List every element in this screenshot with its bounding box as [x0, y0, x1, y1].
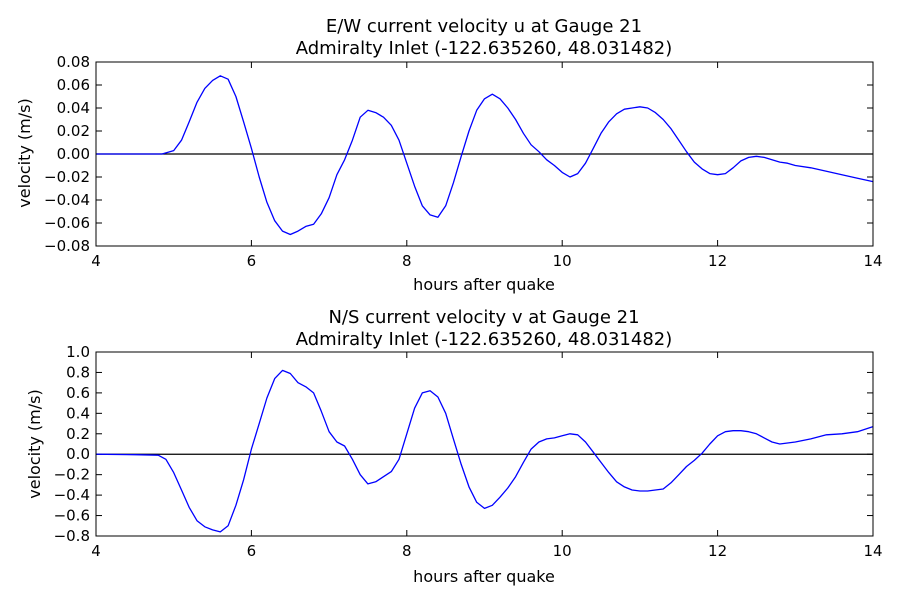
y-tick-label: −0.06	[44, 214, 90, 232]
x-tick-label: 4	[91, 542, 101, 560]
y-tick-label: −0.08	[44, 237, 90, 255]
y-axis-ticks: −0.8 −0.6 −0.4 −0.2 0.0 0.2 0.4 0.6 0.8 1.0	[54, 343, 873, 545]
series-line-v	[95, 369, 874, 533]
x-tick-label: 6	[247, 252, 257, 270]
y-tick-label: −0.2	[54, 466, 90, 484]
y-tick-label: −0.6	[54, 507, 90, 525]
plot-frame	[95, 351, 874, 537]
x-tick-label: 8	[402, 542, 412, 560]
x-tick-label: 6	[247, 542, 257, 560]
x-tick-label: 4	[91, 252, 101, 270]
x-tick-label: 10	[553, 542, 572, 560]
x-axis-label: hours after quake	[413, 567, 555, 586]
x-tick-label: 12	[708, 542, 727, 560]
chart-title-line1: N/S current velocity v at Gauge 21	[328, 307, 639, 328]
y-tick-label: −0.04	[44, 191, 90, 209]
subplot-u: E/W current velocity u at Gauge 21 Admir…	[15, 16, 883, 294]
y-tick-label: 0.02	[57, 122, 90, 140]
y-axis-ticks: −0.08 −0.06 −0.04 −0.02 0.00 0.02 0.04 0.06 0.08	[44, 53, 873, 255]
y-tick-label: 0.6	[66, 384, 90, 402]
x-tick-label: 10	[553, 252, 572, 270]
chart-title-line2: Admiralty Inlet (-122.635260, 48.031482)	[296, 329, 673, 350]
y-tick-label: 0.2	[66, 425, 90, 443]
y-tick-label: 0.4	[66, 404, 90, 422]
x-axis-label: hours after quake	[413, 275, 555, 294]
series-line-u	[96, 75, 874, 236]
x-tick-label: 14	[863, 542, 882, 560]
y-tick-label: 0.8	[66, 363, 90, 381]
y-tick-label: 0.08	[57, 53, 90, 71]
y-axis-label: velocity (m/s)	[15, 98, 34, 207]
y-tick-label: 0.04	[57, 99, 90, 117]
y-tick-label: 0.0	[66, 445, 90, 463]
y-tick-label: 1.0	[66, 343, 90, 361]
y-tick-label: 0.06	[57, 76, 90, 94]
x-tick-label: 12	[708, 252, 727, 270]
chart-title-line1: E/W current velocity u at Gauge 21	[326, 16, 642, 37]
y-tick-label: 0.00	[57, 145, 90, 163]
x-axis-ticks: 4 6 8 10 12 14	[91, 62, 883, 270]
y-axis-label: velocity (m/s)	[25, 389, 44, 498]
y-tick-label: −0.8	[54, 527, 90, 545]
x-tick-label: 14	[863, 252, 882, 270]
x-tick-label: 8	[402, 252, 412, 270]
y-tick-label: −0.4	[54, 486, 90, 504]
subplot-v: N/S current velocity v at Gauge 21 Admir…	[25, 307, 883, 586]
y-tick-label: −0.02	[44, 168, 90, 186]
chart-title-line2: Admiralty Inlet (-122.635260, 48.031482)	[296, 38, 673, 59]
plot-frame	[95, 61, 874, 247]
